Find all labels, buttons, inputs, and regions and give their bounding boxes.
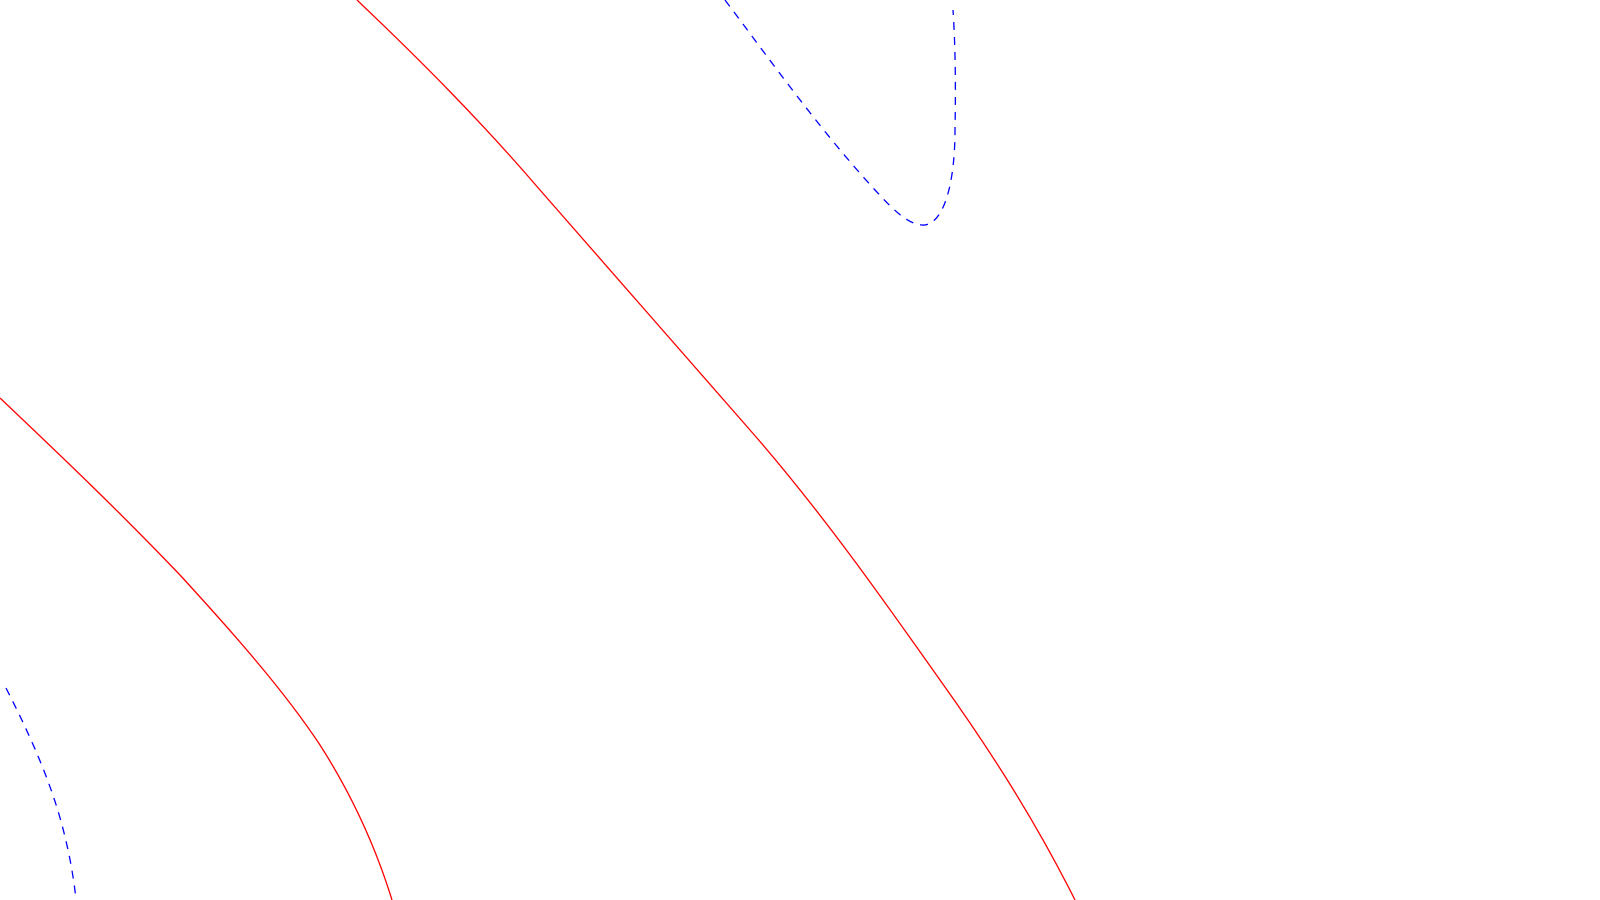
blue-dashed-curve-top (724, 0, 957, 226)
red-curve-middle (356, 0, 1076, 900)
red-curve-left (0, 397, 393, 900)
blue-dashed-curve-bottom-left (5, 687, 77, 900)
